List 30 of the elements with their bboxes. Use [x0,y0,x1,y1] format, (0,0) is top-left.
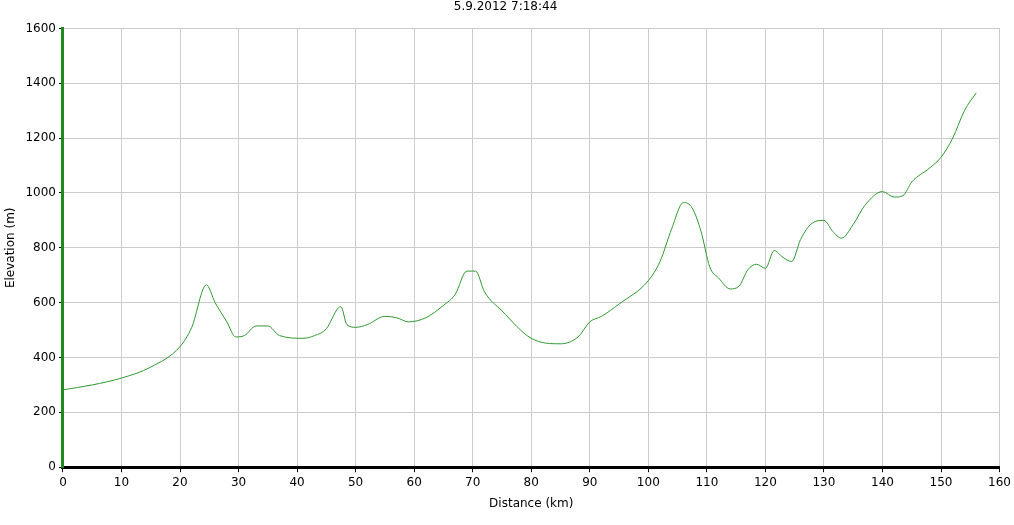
x-tick-label: 140 [871,474,894,489]
x-tick-label: 150 [929,474,953,489]
x-tick-label: 130 [812,474,836,489]
y-tick-label: 200 [33,404,56,419]
y-tick-label: 0 [48,459,56,474]
y-tick-label: 1400 [25,75,56,90]
x-tick-label: 40 [289,474,305,489]
x-tick-label: 80 [523,474,539,489]
y-tick-label: 1600 [25,20,56,35]
x-tick-label: 10 [113,474,130,489]
line-series [62,92,977,391]
x-tick-label: 90 [582,474,598,489]
y-axis-title: Elevation (m) [3,207,18,289]
y-tick-label: 800 [33,239,56,254]
y-tick-label: 1200 [25,130,56,145]
x-tick-label: 100 [636,474,660,489]
y-tick-label: 600 [33,294,56,309]
x-tick-label: 20 [172,474,188,489]
x-tick-label: 120 [753,474,777,489]
x-tick-label: 70 [465,474,481,489]
y-tick-label: 400 [33,349,56,364]
x-tick-label: 50 [347,474,364,489]
chart-title: 5.9.2012 7:18:44 [453,0,558,14]
x-tick-label: 30 [230,474,247,489]
x-tick-label: 60 [406,474,422,489]
x-tick-label: 0 [59,474,67,489]
x-tick-label: 160 [988,474,1011,489]
y-tick-label: 1000 [25,185,56,200]
x-axis-title: Distance (km) [489,495,574,510]
x-tick-label: 110 [695,474,719,489]
